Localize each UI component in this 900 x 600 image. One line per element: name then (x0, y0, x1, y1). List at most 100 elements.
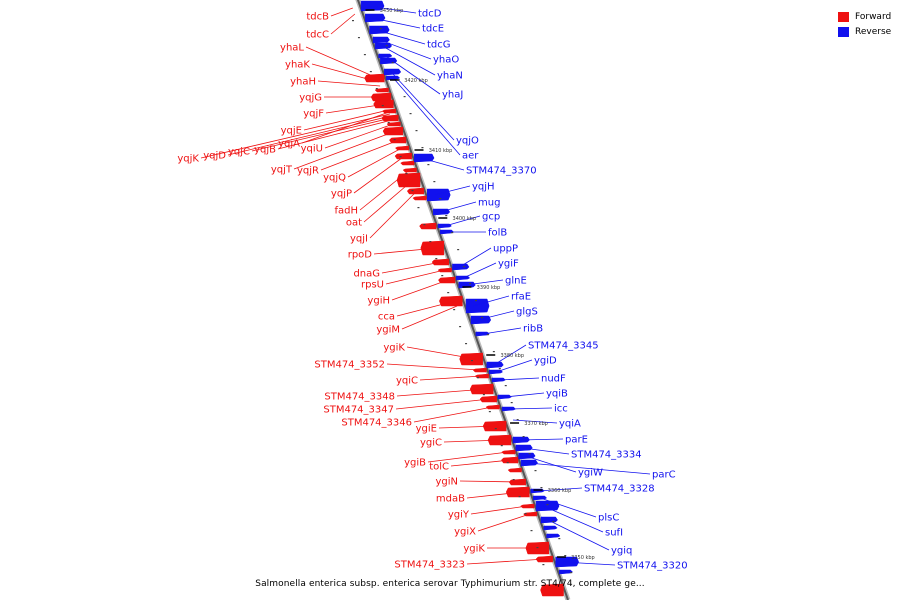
forward-gene-label[interactable]: ygiX (454, 527, 476, 538)
forward-gene-label[interactable]: yqiU (301, 144, 323, 155)
reverse-gene-label[interactable]: ygiW (578, 468, 603, 479)
forward-gene-label[interactable]: ygiM (376, 325, 400, 336)
reverse-gene-label[interactable]: ygiF (498, 259, 519, 270)
forward-gene-label[interactable]: ygiE (416, 424, 437, 435)
reverse-connector (540, 497, 597, 518)
forward-gene-label[interactable]: yqjD (203, 151, 226, 162)
forward-gene-label[interactable]: yqjE (281, 126, 302, 137)
forward-gene-label[interactable]: STM474_3323 (394, 560, 465, 571)
reverse-connector (519, 438, 564, 441)
reverse-gene-label[interactable]: parC (652, 470, 676, 481)
gene-tick (500, 445, 503, 447)
reverse-gene-label[interactable]: aer (462, 151, 479, 162)
forward-gene-label[interactable]: yqiC (396, 376, 418, 387)
gene-tick (375, 88, 378, 90)
forward-gene-label[interactable]: yqjQ (323, 173, 346, 184)
forward-gene-label[interactable]: tolC (429, 462, 449, 473)
gene-tick (564, 555, 567, 557)
reverse-gene-label[interactable]: uppP (493, 244, 518, 255)
forward-gene-label[interactable]: ygiB (404, 458, 426, 469)
forward-connector (324, 123, 394, 149)
reverse-connector (562, 561, 616, 566)
reverse-gene-label[interactable]: tdcG (427, 40, 451, 51)
forward-gene-block (520, 503, 535, 509)
reverse-gene-label[interactable]: plsC (598, 513, 619, 524)
forward-gene-label[interactable]: STM474_3348 (324, 392, 395, 403)
forward-gene-label[interactable]: yqjT (271, 165, 293, 176)
tick-label: 3390 kbp (477, 285, 501, 291)
forward-connector (317, 80, 381, 87)
forward-gene-block (402, 167, 417, 173)
forward-gene-block (540, 583, 564, 597)
reverse-gene-label[interactable]: tdcD (418, 9, 442, 20)
reverse-gene-label[interactable]: icc (554, 404, 568, 415)
forward-gene-label[interactable]: cca (378, 312, 395, 323)
forward-gene-label[interactable]: dnaG (353, 269, 380, 280)
forward-gene-label[interactable]: yqjI (350, 234, 368, 245)
forward-gene-label[interactable]: yhaK (285, 60, 310, 71)
forward-gene-label[interactable]: yqjK (177, 154, 199, 165)
reverse-gene-label[interactable]: nudF (541, 374, 566, 385)
forward-gene-label[interactable]: ygiH (367, 296, 390, 307)
gene-tick (530, 530, 533, 532)
reverse-gene-label[interactable]: gcp (482, 212, 500, 223)
forward-gene-label[interactable]: yqjF (303, 109, 324, 120)
forward-gene-label[interactable]: mdaB (436, 494, 465, 505)
forward-gene-label[interactable]: yqjG (299, 93, 322, 104)
forward-gene-label[interactable]: ygiK (383, 343, 405, 354)
reverse-gene-label[interactable]: glgS (516, 307, 538, 318)
forward-gene-label[interactable]: yqjC (228, 147, 250, 158)
forward-gene-label[interactable]: ygiK (463, 544, 485, 555)
reverse-gene-label[interactable]: STM474_3334 (571, 450, 642, 461)
reverse-gene-label[interactable]: yhaN (437, 71, 463, 82)
reverse-gene-label[interactable]: glnE (505, 276, 527, 287)
reverse-gene-label[interactable]: yqiA (559, 419, 581, 430)
gene-tick (393, 139, 396, 141)
forward-gene-label[interactable]: yqjB (254, 145, 276, 156)
map-caption: Salmonella enterica subsp. enterica sero… (255, 579, 645, 589)
reverse-gene-label[interactable]: mug (478, 198, 500, 209)
forward-gene-label[interactable]: rpoD (348, 250, 373, 261)
reverse-gene-label[interactable]: yhaO (433, 55, 459, 66)
reverse-gene-label[interactable]: STM474_3320 (617, 561, 688, 572)
forward-gene-label[interactable]: STM474_3347 (323, 405, 394, 416)
forward-connector (369, 190, 418, 239)
reverse-gene-label[interactable]: ribB (523, 324, 543, 335)
reverse-gene-label[interactable]: sufI (605, 528, 623, 539)
reverse-gene-label[interactable]: folB (488, 228, 507, 239)
forward-gene-label[interactable]: yhaL (280, 43, 304, 54)
gene-tick (524, 513, 527, 515)
forward-gene-label[interactable]: tdcC (306, 30, 329, 41)
forward-gene-label[interactable]: STM474_3346 (341, 418, 412, 429)
forward-gene-label[interactable]: yqjR (297, 166, 319, 177)
reverse-gene-label[interactable]: ygiq (611, 546, 632, 557)
reverse-gene-label[interactable]: STM474_3370 (466, 166, 537, 177)
reverse-gene-label[interactable]: yhaJ (442, 90, 463, 101)
reverse-gene-block (456, 275, 471, 281)
forward-gene-label[interactable]: fadH (334, 206, 358, 217)
reverse-gene-label[interactable]: yqjO (456, 136, 479, 147)
forward-gene-label[interactable]: rpsU (361, 280, 384, 291)
reverse-gene-label[interactable]: rfaE (511, 292, 531, 303)
reverse-gene-label[interactable]: parE (565, 435, 588, 446)
forward-gene-label[interactable]: ygiC (420, 438, 442, 449)
reverse-gene-label[interactable]: yqiB (546, 389, 568, 400)
reverse-gene-label[interactable]: STM474_3328 (584, 484, 655, 495)
forward-gene-label[interactable]: STM474_3352 (314, 360, 385, 371)
reverse-gene-label[interactable]: ygiD (534, 356, 557, 367)
forward-gene-label[interactable]: oat (346, 218, 362, 229)
gene-tick (512, 479, 515, 481)
reverse-gene-label[interactable]: yqjH (472, 182, 495, 193)
reverse-gene-label[interactable]: STM474_3345 (528, 341, 599, 352)
forward-gene-label[interactable]: yhaH (290, 77, 316, 88)
gene-tick (453, 309, 456, 311)
reverse-connector (434, 185, 471, 196)
reverse-gene-label[interactable]: tdcE (422, 24, 444, 35)
forward-gene-label[interactable]: yqjP (331, 189, 352, 200)
forward-gene-label[interactable]: tdcB (306, 12, 329, 23)
forward-gene-label[interactable]: yqjA (278, 139, 300, 150)
forward-gene-label[interactable]: ygiY (448, 510, 470, 521)
gene-tick (435, 258, 438, 260)
forward-gene-label[interactable]: ygiN (435, 477, 458, 488)
gene-tick (363, 54, 366, 56)
